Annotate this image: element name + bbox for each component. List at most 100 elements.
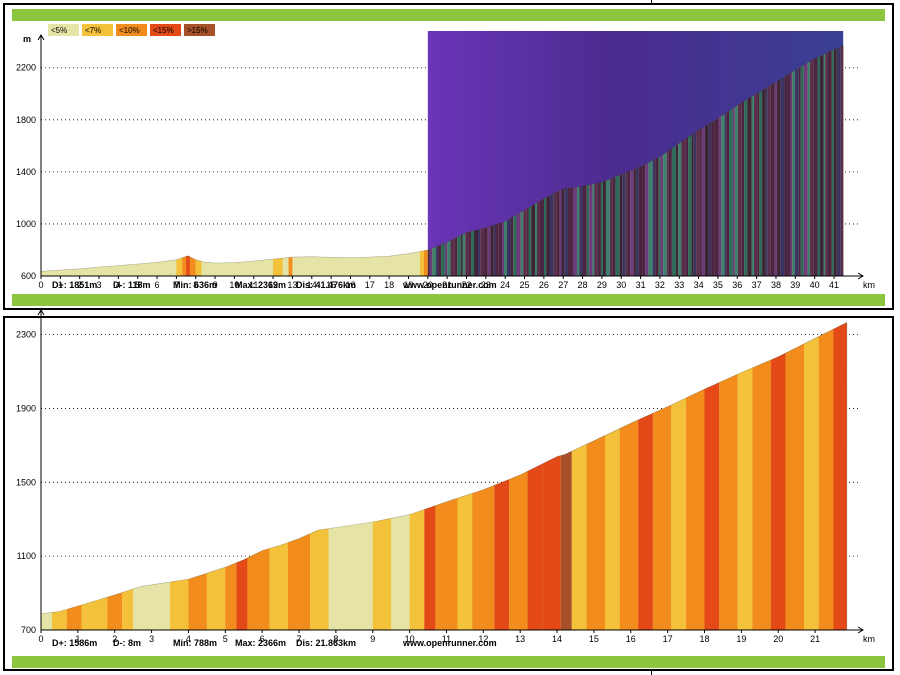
x-tick-label: 26	[539, 280, 549, 290]
grade-segment	[195, 45, 202, 276]
x-tick-label: 17	[663, 634, 673, 644]
grade-segment	[391, 322, 410, 630]
x-tick-label: 19	[736, 634, 746, 644]
x-tick-label: 6	[155, 280, 160, 290]
y-tick-label: 700	[21, 625, 36, 635]
x-tick-label: 24	[500, 280, 510, 290]
grade-segment	[206, 322, 226, 630]
grade-segment	[719, 322, 738, 630]
x-axis-arrow	[857, 272, 864, 280]
grade-segment	[41, 45, 177, 276]
grade-stripe	[790, 45, 793, 276]
grade-segment	[494, 322, 510, 630]
x-tick-label: 38	[771, 280, 781, 290]
x-tick-label: 8	[333, 634, 338, 644]
y-axis-arrow	[37, 309, 45, 316]
y-axis-label: m	[23, 34, 31, 44]
y-tick-label: 1900	[16, 403, 36, 413]
grade-segment	[182, 45, 187, 276]
y-tick-label: 2200	[16, 63, 36, 73]
grade-stripe	[685, 45, 689, 276]
grade-segment	[652, 322, 672, 630]
grade-segment	[282, 45, 289, 276]
y-tick-label: 1000	[16, 219, 36, 229]
legend-swatch	[82, 24, 113, 36]
grade-stripe	[668, 45, 672, 276]
grade-segment	[409, 322, 425, 630]
grade-legend: <5% <7% <10% <15% >15%	[48, 24, 215, 36]
x-tick-label: 25	[520, 280, 530, 290]
grade-stripe	[795, 45, 799, 276]
grade-segment	[201, 45, 274, 276]
grade-stripe	[718, 45, 722, 276]
x-tick-label: 15	[589, 634, 599, 644]
profile-fill	[41, 322, 847, 630]
grade-stripe	[688, 45, 692, 276]
grade-stripe	[787, 45, 791, 276]
grade-stripe	[774, 45, 778, 276]
green-bar-bottom	[12, 294, 885, 306]
grade-stripe	[711, 45, 715, 276]
grade-stripe	[798, 45, 801, 276]
grade-stripe	[737, 45, 742, 276]
x-tick-label: 13	[515, 634, 525, 644]
grade-segment	[704, 322, 720, 630]
grade-segment	[170, 322, 189, 630]
y-tick-label: 1400	[16, 167, 36, 177]
x-tick-label: 12	[478, 634, 488, 644]
y-tick-label: 1100	[17, 551, 36, 561]
grade-stripe	[675, 45, 679, 276]
grade-stripe	[681, 45, 686, 276]
x-tick-label: 41	[829, 280, 839, 290]
grade-segment	[457, 322, 473, 630]
grade-stripe	[828, 45, 832, 276]
x-tick-label: 7	[297, 634, 302, 644]
x-tick-label: 0	[38, 280, 43, 290]
grade-segment	[604, 322, 620, 630]
grade-stripe	[759, 45, 763, 276]
x-tick-label: 7	[174, 280, 179, 290]
grade-segment	[236, 322, 248, 630]
stats-row: D+: 1851m D-: 118m Min: 636m Max: 2369m Dis:…	[52, 280, 497, 290]
grade-stripe	[810, 45, 814, 276]
grade-stripe	[843, 45, 844, 276]
x-tick-label: 15	[326, 280, 336, 290]
stat-max: Max: 2369m	[235, 280, 286, 290]
grade-stripe	[708, 45, 712, 276]
grade-stripe	[714, 45, 719, 276]
legend-swatch	[48, 24, 79, 36]
grade-stripe	[663, 45, 667, 276]
grade-segment	[737, 322, 753, 630]
legend-label: <5%	[51, 26, 67, 35]
grade-segment	[527, 322, 543, 630]
x-tick-label: 10	[229, 280, 239, 290]
x-tick-label: 5	[223, 634, 228, 644]
x-tick-label: 29	[597, 280, 607, 290]
grade-stripe	[792, 45, 796, 276]
x-tick-label: 1	[58, 280, 63, 290]
x-tick-label: 8	[193, 280, 198, 290]
grade-stripe	[671, 45, 676, 276]
x-tick-label: 13	[287, 280, 297, 290]
elevation-panel-top: <5% <7% <10% <15% >15% 600 1000 1400 1800 2200 0 1…	[3, 3, 894, 310]
grade-segment	[107, 322, 123, 630]
x-axis-label: km	[863, 280, 875, 290]
x-tick-label: 20	[773, 634, 783, 644]
x-axis-label: km	[863, 634, 875, 644]
grade-segment	[424, 322, 436, 630]
grade-stripe	[701, 45, 705, 276]
grade-segment	[586, 322, 605, 630]
grade-stripe	[754, 45, 758, 276]
grade-stripe	[726, 45, 730, 276]
legend-label: <10%	[119, 26, 140, 35]
grade-stripe	[729, 45, 733, 276]
grade-segment	[273, 45, 283, 276]
x-tick-label: 20	[423, 280, 433, 290]
grade-stripe	[817, 45, 821, 276]
stat-max: Max: 2366m	[235, 638, 286, 648]
legend-swatch	[184, 24, 215, 36]
grade-stripe	[767, 45, 771, 276]
stat-site: www.openrunner.com	[402, 638, 497, 648]
